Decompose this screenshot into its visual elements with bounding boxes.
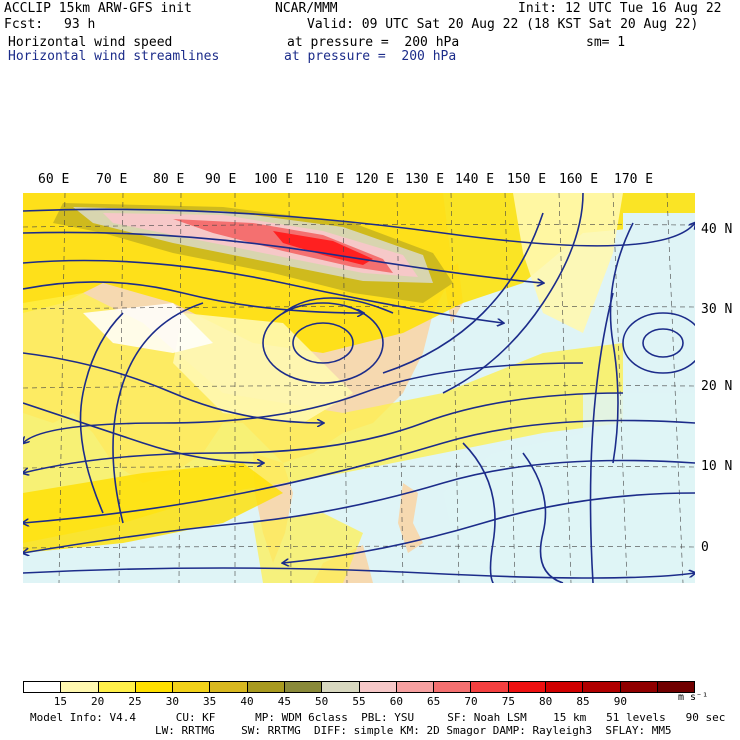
colorbar-swatch: [434, 682, 472, 692]
colorbar-swatch: [620, 682, 658, 692]
lon-label: 70 E: [96, 172, 128, 187]
lon-label: 130 E: [405, 172, 445, 187]
lon-label: 90 E: [205, 172, 237, 187]
colorbar-swatch: [545, 682, 584, 692]
colorbar-tick-label: 65: [427, 695, 441, 708]
lon-label: 110 E: [305, 172, 345, 187]
colorbar-swatch: [24, 682, 62, 692]
colorbar-tick-label: 90: [613, 695, 627, 708]
lon-label: 80 E: [153, 172, 185, 187]
lon-label: 120 E: [355, 172, 395, 187]
colorbar-tick-label: 20: [91, 695, 105, 708]
colorbar-swatch: [322, 682, 360, 692]
forecast-label: Fcst:: [4, 17, 44, 32]
colorbar-swatch: [359, 682, 397, 692]
field-speed-label: Horizontal wind speed: [8, 35, 173, 50]
colorbar-swatch: [210, 682, 248, 692]
colorbar-tick-label: 75: [501, 695, 515, 708]
colorbar-swatch: [657, 682, 695, 692]
colorbar-swatch: [284, 682, 323, 692]
center-label: NCAR/MMM: [275, 1, 338, 16]
lat-label: 30 N: [701, 302, 733, 317]
colorbar-tick-label: 15: [53, 695, 67, 708]
lat-label: 0: [701, 540, 709, 555]
colorbar-swatch: [396, 682, 435, 692]
field-streamline-label: Horizontal wind streamlines: [8, 49, 220, 64]
colorbar-swatch: [583, 682, 621, 692]
colorbar: [23, 681, 695, 693]
colorbar-swatch: [98, 682, 136, 692]
colorbar-tick-label: 55: [352, 695, 366, 708]
streamlines: [23, 193, 695, 583]
lon-label: 60 E: [38, 172, 70, 187]
lat-label: 20 N: [701, 379, 733, 394]
forecast-value: 93 h: [64, 17, 96, 32]
colorbar-swatch: [135, 682, 174, 692]
colorbar-tick-label: 25: [128, 695, 142, 708]
colorbar-tick-label: 60: [389, 695, 403, 708]
colorbar-swatch: [61, 682, 99, 692]
lon-label: 150 E: [507, 172, 547, 187]
smoothing-label: sm= 1: [586, 35, 626, 50]
init-label: Init: 12 UTC Tue 16 Aug 22: [518, 1, 722, 16]
colorbar-tick-label: 50: [315, 695, 329, 708]
lat-label: 40 N: [701, 222, 733, 237]
lon-label: 170 E: [614, 172, 654, 187]
wind-map: [23, 193, 695, 583]
colorbar-swatch: [247, 682, 285, 692]
model-info-line1: Model Info: V4.4 CU: KF MP: WDM 6class P…: [30, 711, 726, 724]
lat-label: 10 N: [701, 459, 733, 474]
field-speed-level: at pressure = 200 hPa: [287, 35, 460, 50]
lon-label: 100 E: [254, 172, 294, 187]
colorbar-swatch: [508, 682, 546, 692]
colorbar-swatch: [471, 682, 509, 692]
colorbar-tick-label: 80: [539, 695, 553, 708]
colorbar-tick-label: 30: [165, 695, 179, 708]
lon-label: 160 E: [559, 172, 599, 187]
model-info-line2: LW: RRTMG SW: RRTMG DIFF: simple KM: 2D …: [155, 724, 672, 737]
field-streamline-level: at pressure = 200 hPa: [284, 49, 457, 64]
colorbar-tick-label: 40: [240, 695, 254, 708]
colorbar-swatch: [173, 682, 211, 692]
colorbar-unit: m s⁻¹: [678, 692, 709, 703]
colorbar-tick-label: 45: [277, 695, 291, 708]
colorbar-tick-label: 85: [576, 695, 590, 708]
model-title: ACCLIP 15km ARW-GFS init: [4, 1, 192, 16]
colorbar-tick-label: 70: [464, 695, 478, 708]
lat-lon-grid: [23, 193, 695, 583]
valid-time: Valid: 09 UTC Sat 20 Aug 22 (18 KST Sat …: [307, 17, 699, 32]
lon-label: 140 E: [455, 172, 495, 187]
colorbar-tick-label: 35: [203, 695, 217, 708]
